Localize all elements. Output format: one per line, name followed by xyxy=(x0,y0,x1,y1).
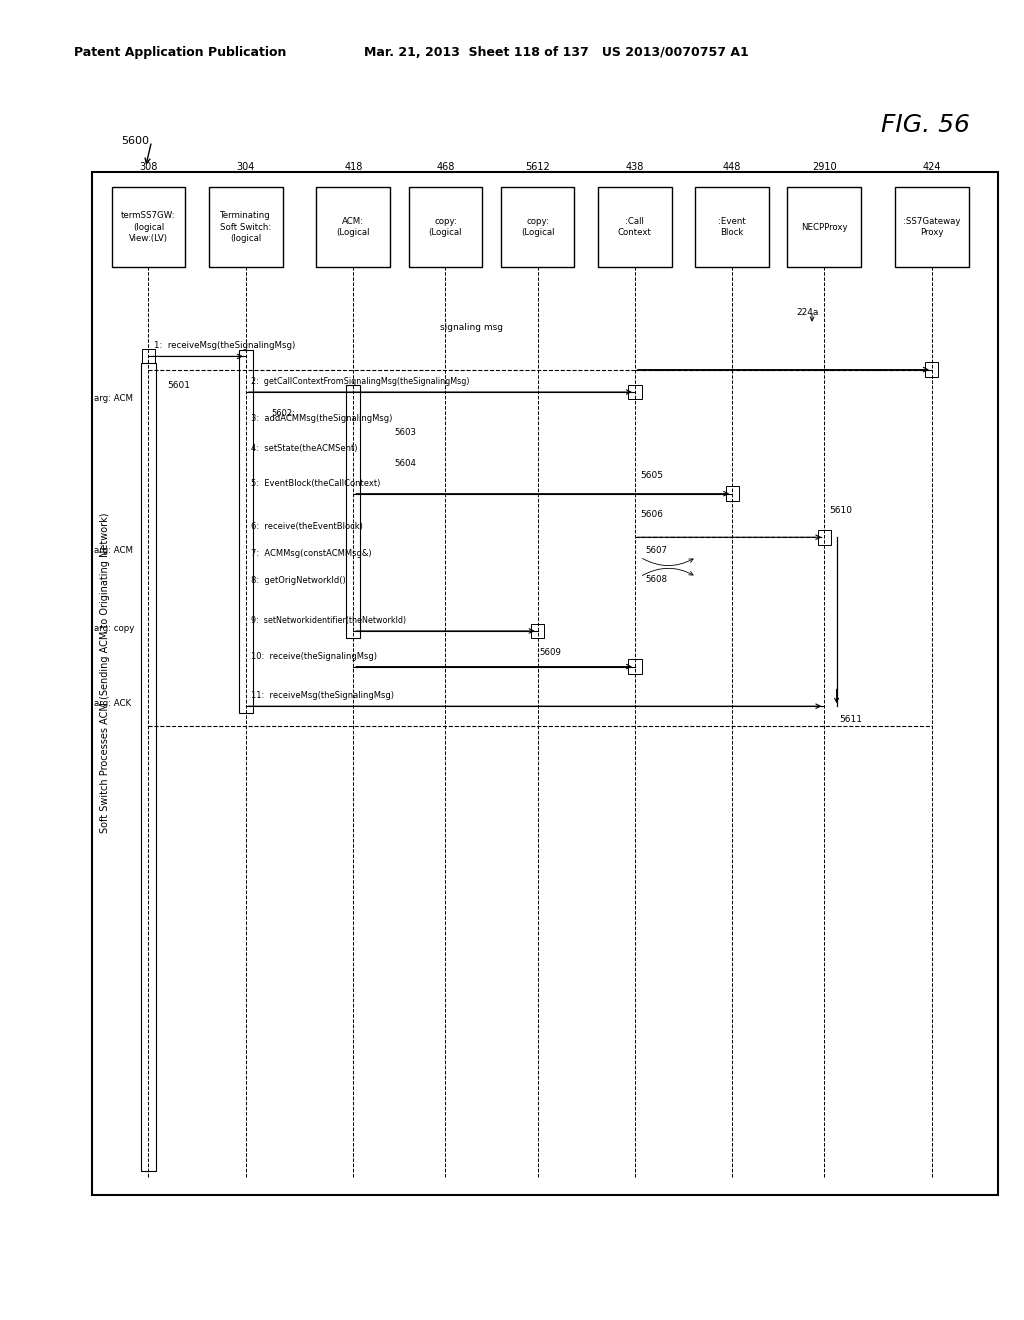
Bar xyxy=(629,385,641,399)
Text: 224a: 224a xyxy=(797,309,819,317)
Text: 5604: 5604 xyxy=(394,459,416,467)
Text: 8:  getOrigNetworkId(): 8: getOrigNetworkId() xyxy=(251,577,346,585)
Text: arg: copy: arg: copy xyxy=(94,624,134,632)
Bar xyxy=(141,363,156,1171)
Text: 5612: 5612 xyxy=(525,161,550,172)
Text: 5600: 5600 xyxy=(121,136,148,147)
Text: 424: 424 xyxy=(923,161,941,172)
Text: arg: ACK: arg: ACK xyxy=(94,700,131,708)
Bar xyxy=(531,623,545,638)
Bar xyxy=(346,451,360,466)
Text: arg: ACM: arg: ACM xyxy=(94,546,133,554)
Text: 5611: 5611 xyxy=(840,715,862,723)
Bar xyxy=(895,187,969,267)
Text: 4:  setState(theACMSent): 4: setState(theACMSent) xyxy=(251,445,357,453)
Bar xyxy=(239,350,253,713)
Bar xyxy=(112,187,185,267)
Bar xyxy=(141,348,156,363)
Bar xyxy=(501,187,574,267)
Text: 5605: 5605 xyxy=(640,471,663,479)
Text: 5609: 5609 xyxy=(540,648,561,656)
Text: :Call
Context: :Call Context xyxy=(617,216,652,238)
Text: termSS7GW:
(logical
View:(LV): termSS7GW: (logical View:(LV) xyxy=(121,211,176,243)
Text: 5606: 5606 xyxy=(640,511,663,519)
Text: FIG. 56: FIG. 56 xyxy=(881,114,970,137)
Text: 7:  ACMMsg(constACMMsg&): 7: ACMMsg(constACMMsg&) xyxy=(251,549,372,557)
Text: Soft Switch Processes ACM (Sending ACM to Originating Network): Soft Switch Processes ACM (Sending ACM t… xyxy=(100,513,111,833)
Bar xyxy=(818,529,831,544)
Bar xyxy=(695,187,769,267)
Bar xyxy=(725,486,739,500)
Text: 9:  setNetworkidentifier(theNetworkId): 9: setNetworkidentifier(theNetworkId) xyxy=(251,616,406,624)
Text: arg: ACM: arg: ACM xyxy=(94,395,133,403)
Text: 5603: 5603 xyxy=(394,429,416,437)
Text: Patent Application Publication: Patent Application Publication xyxy=(74,46,286,59)
Bar xyxy=(598,187,672,267)
Text: 448: 448 xyxy=(723,161,741,172)
Text: Terminating
Soft Switch:
(logical: Terminating Soft Switch: (logical xyxy=(220,211,271,243)
Text: 5601: 5601 xyxy=(167,381,189,389)
Text: 468: 468 xyxy=(436,161,455,172)
Bar xyxy=(629,660,641,673)
Text: 5608: 5608 xyxy=(645,576,667,583)
Text: 5602:: 5602: xyxy=(271,409,295,417)
Text: copy:
(Logical: copy: (Logical xyxy=(521,216,554,238)
Bar xyxy=(787,187,861,267)
Bar xyxy=(92,172,998,1195)
Bar xyxy=(209,187,283,267)
Text: 438: 438 xyxy=(626,161,644,172)
Text: 5610: 5610 xyxy=(829,507,852,515)
Text: 304: 304 xyxy=(237,161,255,172)
Text: NECPProxy: NECPProxy xyxy=(801,223,848,231)
Bar xyxy=(316,187,390,267)
Text: 308: 308 xyxy=(139,161,158,172)
Text: 11:  receiveMsg(theSignalingMsg): 11: receiveMsg(theSignalingMsg) xyxy=(251,692,394,700)
Text: 5607: 5607 xyxy=(645,546,667,554)
Text: :SS7Gateway
Proxy: :SS7Gateway Proxy xyxy=(903,216,961,238)
Text: 6:  receive(theEventBlock): 6: receive(theEventBlock) xyxy=(251,523,362,531)
Text: 418: 418 xyxy=(344,161,362,172)
Text: Mar. 21, 2013  Sheet 118 of 137   US 2013/0070757 A1: Mar. 21, 2013 Sheet 118 of 137 US 2013/0… xyxy=(364,46,749,59)
Bar xyxy=(926,363,939,378)
Text: 5:  EventBlock(theCallContext): 5: EventBlock(theCallContext) xyxy=(251,479,380,487)
Text: ACM:
(Logical: ACM: (Logical xyxy=(337,216,370,238)
Text: copy:
(Logical: copy: (Logical xyxy=(429,216,462,238)
Text: 2910: 2910 xyxy=(812,161,837,172)
Text: :Event
Block: :Event Block xyxy=(718,216,746,238)
Text: 1:  receiveMsg(theSignalingMsg): 1: receiveMsg(theSignalingMsg) xyxy=(154,342,295,350)
Bar xyxy=(409,187,482,267)
Bar xyxy=(346,421,360,436)
Text: signaling msg: signaling msg xyxy=(439,323,503,331)
Text: 10:  receive(theSignalingMsg): 10: receive(theSignalingMsg) xyxy=(251,652,377,660)
Text: 3:  addACMMsg(theSignalingMsg): 3: addACMMsg(theSignalingMsg) xyxy=(251,414,392,422)
Text: 2:  getCallContextFromSignalingMsg(theSignalingMsg): 2: getCallContextFromSignalingMsg(theSig… xyxy=(251,378,469,385)
Bar xyxy=(346,385,360,638)
